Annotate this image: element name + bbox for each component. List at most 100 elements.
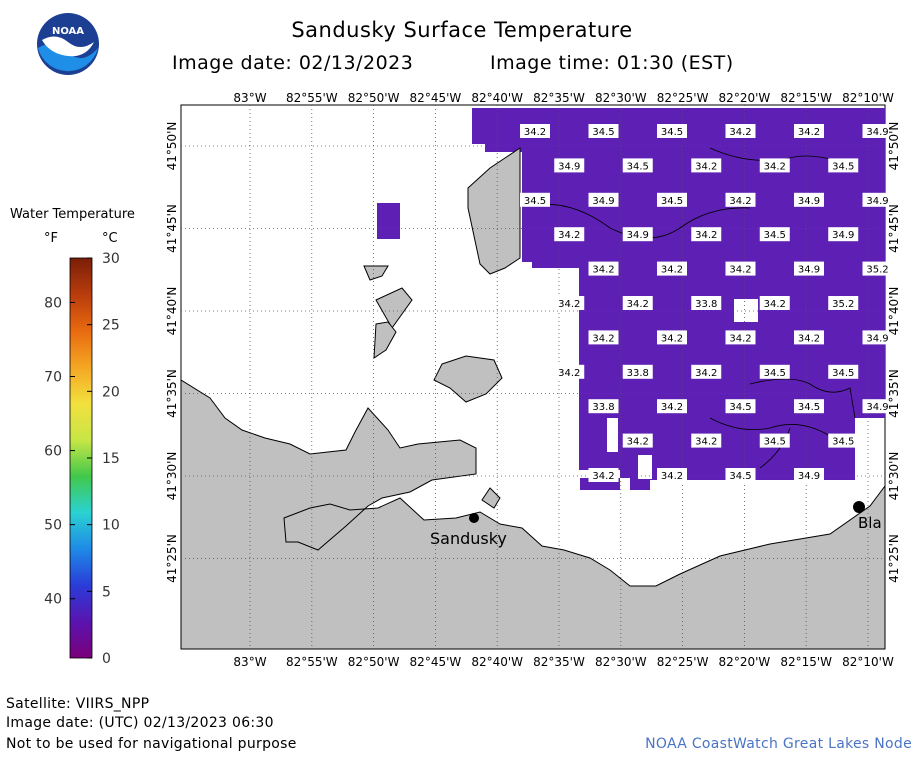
temperature-value: 34.9 <box>622 227 653 242</box>
legend-unit-f: °F <box>44 231 58 246</box>
temperature-value: 34.2 <box>725 124 756 138</box>
longitude-label-bottom: 82°50'W <box>348 655 400 669</box>
temperature-value: 34.2 <box>691 364 722 379</box>
latitude-label-right: 41°35'N <box>887 369 901 418</box>
temperature-value: 35.2 <box>862 261 893 276</box>
temperature-value: 34.9 <box>828 227 859 242</box>
svg-text:33.8: 33.8 <box>695 299 717 310</box>
temperature-value: 34.2 <box>691 433 722 448</box>
svg-text:34.2: 34.2 <box>592 265 614 276</box>
temperature-value: 34.2 <box>622 433 653 448</box>
temperature-value: 34.2 <box>725 261 756 276</box>
temperature-map: 34.2 34.5 34.5 34.2 34.2 34.9 34.9 34.5 34.2 34.2… <box>165 91 901 669</box>
water-temperature-area <box>472 108 885 490</box>
land-island <box>375 287 413 329</box>
temperature-value: 33.8 <box>622 364 653 379</box>
celsius-tick-label: 30 <box>102 251 120 267</box>
temperature-value: 34.2 <box>691 158 722 173</box>
temperature-value: 34.5 <box>725 399 756 414</box>
longitude-label-bottom: 82°40'W <box>471 655 523 669</box>
svg-text:34.5: 34.5 <box>661 196 683 207</box>
svg-text:34.2: 34.2 <box>627 299 649 310</box>
svg-text:34.5: 34.5 <box>627 161 649 172</box>
svg-text:34.9: 34.9 <box>866 196 888 207</box>
svg-text:35.2: 35.2 <box>866 265 888 276</box>
svg-text:34.9: 34.9 <box>798 471 820 482</box>
temperature-value: 34.5 <box>759 227 790 242</box>
satellite-label: Satellite: VIIRS_NPP <box>6 696 150 712</box>
temperature-value: 34.9 <box>862 192 893 207</box>
land-point <box>467 147 521 275</box>
longitude-label-top: 82°55'W <box>286 91 338 105</box>
image-time-label: Image time: 01:30 (EST) <box>490 52 734 74</box>
longitude-label-top: 82°50'W <box>348 91 400 105</box>
temperature-value: 34.9 <box>794 261 824 276</box>
svg-text:34.2: 34.2 <box>558 230 580 241</box>
image-date-label: Image date: 02/13/2023 <box>172 52 414 74</box>
fahrenheit-tick-label: 70 <box>44 370 62 386</box>
temperature-value: 34.2 <box>554 296 585 310</box>
svg-text:34.2: 34.2 <box>661 402 683 413</box>
temperature-value: 34.2 <box>759 158 790 173</box>
svg-text:34.5: 34.5 <box>592 127 614 138</box>
temperature-value: 34.2 <box>657 468 687 482</box>
svg-text:34.2: 34.2 <box>695 161 717 172</box>
longitude-label-bottom: 82°25'W <box>657 655 709 669</box>
svg-text:34.2: 34.2 <box>592 471 614 482</box>
temperature-value: 34.9 <box>794 192 824 207</box>
temperature-value: 34.9 <box>862 330 893 345</box>
temperature-value: 34.5 <box>759 364 790 379</box>
temperature-value: 34.9 <box>794 468 824 482</box>
temperature-value: 34.9 <box>862 124 893 138</box>
legend-title: Water Temperature <box>10 207 135 222</box>
celsius-tick-label: 10 <box>102 518 120 534</box>
temperature-value: 34.2 <box>657 399 687 414</box>
latitude-label-right: 41°50'N <box>887 122 901 171</box>
axis-labels: 83°W 83°W 82°55'W 82°55'W 82°50'W 82°50'W 82°4… <box>165 91 901 669</box>
svg-text:35.2: 35.2 <box>832 299 854 310</box>
svg-text:34.2: 34.2 <box>695 437 717 448</box>
svg-text:34.5: 34.5 <box>798 402 820 413</box>
temperature-value: 34.5 <box>794 399 824 414</box>
svg-text:34.2: 34.2 <box>798 127 820 138</box>
svg-text:34.2: 34.2 <box>798 333 820 344</box>
longitude-label-top: 82°40'W <box>471 91 523 105</box>
temperature-value: 34.9 <box>554 158 585 173</box>
svg-text:34.2: 34.2 <box>729 333 751 344</box>
celsius-tick-label: 15 <box>102 451 120 467</box>
longitude-label-top: 82°35'W <box>533 91 585 105</box>
temperature-value: 34.2 <box>657 330 687 345</box>
temperature-value: 35.2 <box>828 296 859 310</box>
svg-text:34.2: 34.2 <box>729 127 751 138</box>
land-south-shore <box>180 379 886 650</box>
temperature-value: 34.5 <box>622 158 653 173</box>
temperature-value: 34.5 <box>588 124 619 138</box>
svg-text:34.9: 34.9 <box>866 402 888 413</box>
svg-text:34.2: 34.2 <box>661 333 683 344</box>
temperature-labels: 34.2 34.5 34.5 34.2 34.2 34.9 34.9 34.5 34.2 34.2… <box>520 124 893 482</box>
temperature-value: 34.5 <box>828 433 859 448</box>
longitude-label-top: 82°30'W <box>595 91 647 105</box>
city-partial-label: Bla <box>858 514 882 532</box>
temperature-value: 33.8 <box>588 399 619 414</box>
longitude-label-bottom: 82°55'W <box>286 655 338 669</box>
svg-text:34.5: 34.5 <box>764 368 786 379</box>
svg-text:34.5: 34.5 <box>729 402 751 413</box>
latitude-label-right: 41°40'N <box>887 287 901 336</box>
svg-text:34.5: 34.5 <box>832 437 854 448</box>
celsius-tick-label: 5 <box>102 584 111 600</box>
svg-text:34.2: 34.2 <box>661 265 683 276</box>
temperature-value: 34.2 <box>588 261 619 276</box>
fahrenheit-tick-label: 60 <box>44 444 62 460</box>
svg-text:34.2: 34.2 <box>627 437 649 448</box>
svg-text:34.2: 34.2 <box>558 368 580 379</box>
temperature-value: 34.2 <box>520 124 550 138</box>
svg-text:34.2: 34.2 <box>729 265 751 276</box>
svg-text:34.2: 34.2 <box>558 299 580 310</box>
temperature-value: 34.5 <box>657 124 687 138</box>
temperature-value: 34.9 <box>862 399 893 414</box>
temperature-value: 34.5 <box>725 468 756 482</box>
longitude-label-top: 82°15'W <box>780 91 832 105</box>
latitude-label-left: 41°35'N <box>165 369 179 418</box>
svg-text:34.5: 34.5 <box>764 437 786 448</box>
